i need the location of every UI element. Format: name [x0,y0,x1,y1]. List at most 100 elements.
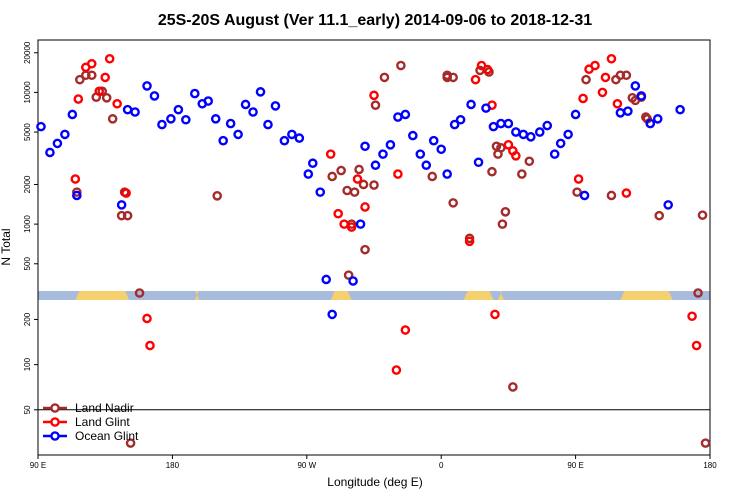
legend-item-ocean-glint: Ocean Glint [43,429,139,443]
data-point [189,88,200,99]
data-point [500,207,511,217]
legend-label: Land Nadir [75,401,134,415]
x-tick-label: 90 E [567,461,583,470]
data-point [470,74,481,85]
data-point [307,158,318,169]
data-point [691,340,702,351]
data-point [645,118,656,129]
data-point [354,164,364,175]
y-tick-label: 500 [23,257,32,271]
data-point [482,64,493,75]
data-point [294,133,305,143]
data-point [181,114,191,125]
y-axis-title: N Total [0,228,13,265]
data-point [442,70,452,81]
data-point [94,86,105,97]
data-point [400,325,411,335]
legend-item-land-glint: Land Glint [43,415,130,429]
data-point [517,169,527,179]
data-point [369,180,379,190]
y-tick-label: 100 [23,357,32,371]
legend-marker [50,431,60,441]
data-point [391,365,402,375]
data-point [73,94,84,104]
data-point [45,147,55,158]
data-point [600,72,611,83]
x-axis-title: Longitude (deg E) [327,475,422,489]
data-point [173,104,184,115]
data-point [491,141,502,152]
data-point [346,222,357,232]
data-point [325,149,336,159]
data-point [101,93,112,103]
data-point [378,149,388,159]
data-point [448,198,458,208]
data-point [630,81,641,91]
data-point [449,119,460,130]
data-point [581,74,591,85]
x-tick-label: 180 [703,461,717,470]
data-point [122,210,133,221]
data-point [212,191,222,201]
data-point [52,138,63,149]
data-point [248,107,258,117]
data-point [218,135,228,146]
data-point [675,104,685,115]
y-tick-label: 50 [23,405,32,414]
legend-marker [50,403,60,413]
data-point [700,438,711,448]
data-point [428,135,439,146]
data-point [157,119,167,130]
data-point [573,174,584,184]
data-point [134,288,145,298]
data-point [352,174,363,184]
data-point [107,114,118,124]
series-land-glint [70,53,702,375]
data-point [421,160,432,171]
data-point [86,70,97,81]
x-tick-label: 0 [439,461,444,470]
data-point [455,114,466,125]
data-point [70,174,81,184]
data-point [579,190,590,201]
data-point [72,187,82,197]
land-band-segment [330,291,352,300]
data-point [623,106,633,117]
data-point [142,313,152,324]
data-point [697,210,708,220]
data-point [360,202,370,212]
data-point [487,166,497,177]
data-point [121,188,131,198]
data-point [321,274,332,285]
y-tick-label: 2000 [23,175,32,193]
data-point [466,99,476,110]
data-point [67,109,78,120]
data-point [145,340,155,351]
data-point [336,165,346,176]
data-point [442,169,452,179]
data-point [240,99,251,110]
data-point [36,121,46,132]
data-point [343,270,354,280]
data-point [116,200,127,210]
x-tick-label: 180 [166,461,180,470]
data-point [72,190,82,201]
data-point [503,140,514,150]
data-point [360,244,370,255]
data-point [86,58,97,69]
data-point [203,96,214,106]
data-point [663,200,673,210]
data-point [572,187,582,197]
legend-item-land-nadir: Land Nadir [43,401,134,415]
data-point [427,171,438,182]
legend-label: Land Glint [75,415,130,429]
data-point [125,438,136,448]
y-tick-label: 1000 [23,215,32,233]
data-point [348,276,358,286]
data-point [370,160,381,171]
legend-marker [50,417,60,427]
data-point [116,210,127,221]
land-band-segment [194,291,200,300]
